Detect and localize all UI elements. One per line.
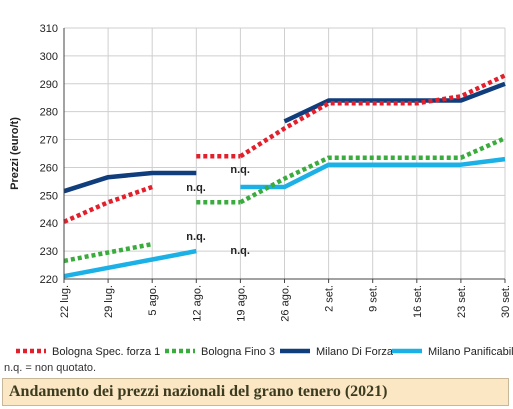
nq-annotation: n.q. [230, 245, 250, 257]
legend-item-milano-panificabile: Milano Panificabile [392, 346, 513, 358]
legend-label: Bologna Fino 3 [201, 346, 275, 358]
annotations: n.q. n.q. n.q. n.q. [186, 164, 250, 257]
x-tick-label: 30 set. [500, 285, 512, 318]
x-tick-label: 12 ago. [191, 285, 203, 322]
series-line [63, 170, 197, 194]
y-tick-label: 280 [40, 107, 58, 119]
x-tick-label: 22 lug. [59, 285, 71, 318]
x-tick-label: 19 ago. [235, 285, 247, 322]
nq-annotation: n.q. [230, 164, 250, 176]
legend-item-bologna-fino-3: Bologna Fino 3 [165, 346, 275, 358]
grid [63, 27, 506, 280]
series-line [283, 81, 506, 124]
axes: 220 230 240 250 260 270 280 290 300 310 22 lug. 29 … [9, 23, 512, 322]
legend-item-bologna-spec-forza-1: Bologna Spec. forza 1 [16, 346, 160, 358]
legend: Bologna Spec. forza 1 Bologna Fino 3 Milan… [16, 346, 513, 358]
series-milano-panificabile [63, 156, 506, 279]
series-layer [63, 73, 506, 279]
y-axis-label: Prezzi (euro/t) [9, 117, 21, 190]
legend-label: Bologna Spec. forza 1 [52, 346, 160, 358]
nq-annotation: n.q. [186, 231, 206, 243]
series-line [63, 248, 197, 279]
series-bologna-spec-forza-1 [63, 73, 506, 224]
x-tick-label: 5 ago. [147, 285, 159, 316]
y-tick-label: 300 [40, 51, 58, 63]
y-tick-label: 310 [40, 23, 58, 35]
legend-item-milano-di-forza: Milano Di Forza [280, 346, 394, 358]
y-tick-label: 240 [40, 218, 58, 230]
series-bologna-fino-3 [63, 136, 506, 264]
x-tick-label: 9 set. [368, 285, 380, 312]
nq-annotation: n.q. [186, 182, 206, 194]
y-tick-label: 250 [40, 190, 58, 202]
x-tick-label: 16 set. [412, 285, 424, 318]
chart-title: Andamento dei prezzi nazionali del grano… [9, 383, 388, 400]
y-tick-label: 260 [40, 162, 58, 174]
y-tick-label: 270 [40, 135, 58, 147]
y-tick-label: 290 [40, 79, 58, 91]
title-bar: Andamento dei prezzi nazionali del grano… [2, 378, 509, 406]
x-tick-label: 23 set. [456, 285, 468, 318]
footnote: n.q. = non quotato. [4, 362, 97, 374]
legend-label: Milano Panificabile [428, 346, 513, 358]
series-line [63, 184, 153, 224]
x-tick-label: 26 ago. [280, 285, 292, 322]
x-tick-label: 29 lug. [103, 285, 115, 318]
y-tick-label: 230 [40, 246, 58, 258]
x-tick-label: 2 set. [324, 285, 336, 312]
legend-label: Milano Di Forza [316, 346, 394, 358]
y-tick-label: 220 [40, 274, 58, 286]
